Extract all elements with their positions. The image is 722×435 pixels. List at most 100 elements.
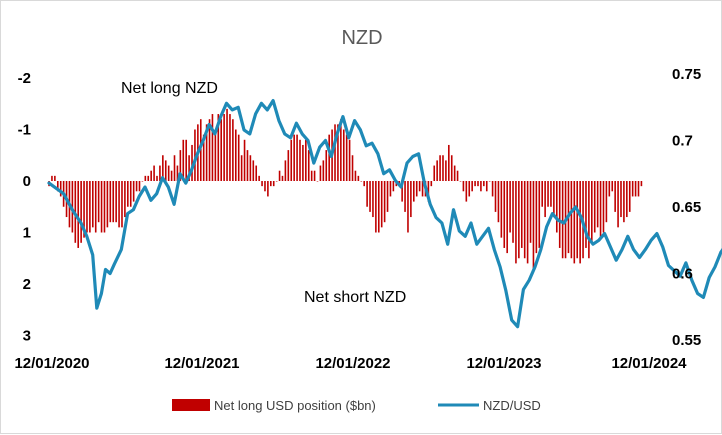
bar [380,181,383,228]
bar [366,181,368,207]
bar [363,181,365,187]
bar [144,175,147,181]
bar [77,181,80,248]
annotation-net-short: Net short NZD [304,289,406,306]
bar [293,134,295,181]
bar [334,124,336,181]
legend-bar-label: Net long USD position ($bn) [214,398,376,413]
bar [135,181,138,192]
bar [325,150,328,181]
bar [637,181,640,197]
bar [287,150,290,181]
bar [579,181,581,264]
bar [342,129,345,181]
bar [100,181,103,233]
bar [56,181,59,192]
bar [211,114,214,181]
bar [605,181,608,223]
bar [121,181,123,228]
bar [106,181,109,228]
bar [377,181,380,233]
bar [433,165,436,181]
bar [389,181,392,197]
bar [220,119,222,181]
bar [226,108,228,181]
bar [494,181,497,212]
bar [103,181,106,233]
bar [316,181,319,182]
bar [214,129,217,181]
bar [550,181,552,207]
line-series [47,98,722,329]
bar [208,119,211,181]
bar [623,181,625,223]
bar [591,181,593,243]
bar [179,150,182,181]
bar [538,181,541,248]
bar [243,139,246,181]
bar [448,144,450,181]
bar [547,181,549,207]
bar [407,181,409,233]
bar [59,181,62,197]
bar [229,114,231,181]
bar [401,181,403,202]
bar [445,160,447,181]
bar [500,181,503,238]
bar [345,134,348,181]
bar [602,181,605,233]
bar [115,181,117,223]
bar [491,181,494,197]
bar [436,160,438,181]
bar [471,181,473,192]
left-tick-label: 0 [23,173,31,190]
bar [392,181,395,192]
bar [497,181,500,223]
bar [386,181,389,212]
bar [410,181,412,218]
bar [340,119,342,181]
bar [167,165,170,181]
bar [474,181,476,187]
bar [252,160,255,181]
right-tick-label: 0.55 [672,332,701,349]
bar [112,181,115,223]
bar [620,181,622,218]
bar [459,181,462,182]
bar [217,114,220,181]
bar [92,181,94,228]
bar [150,170,152,181]
left-tick-label: 3 [23,328,31,345]
bar [462,181,465,192]
bar [351,155,354,181]
bar [83,181,85,238]
bar [628,181,631,212]
bar [640,181,643,187]
bar [162,155,164,181]
x-tick-label: 12/01/2023 [466,355,541,372]
bar [453,165,456,181]
bar [512,181,514,243]
bar [258,175,260,181]
left-tick-label: -1 [18,122,31,139]
bar [585,181,587,248]
bar [281,175,284,181]
bar [246,150,249,181]
bar [523,181,526,259]
annotation-net-long: Net long NZD [121,80,218,97]
right-tick-label: 0.65 [672,199,701,216]
x-tick-label: 12/01/2024 [611,355,687,372]
bar [541,181,543,207]
bar [223,114,225,181]
bar [156,175,158,181]
bar [319,165,322,181]
bar [173,155,176,181]
legend: Net long USD position ($bn) NZD/USD [172,398,541,413]
bar [249,155,252,181]
bar [529,181,532,243]
right-tick-label: 0.6 [672,266,693,283]
bar [509,181,511,233]
bar [404,181,406,212]
bar [608,181,611,197]
